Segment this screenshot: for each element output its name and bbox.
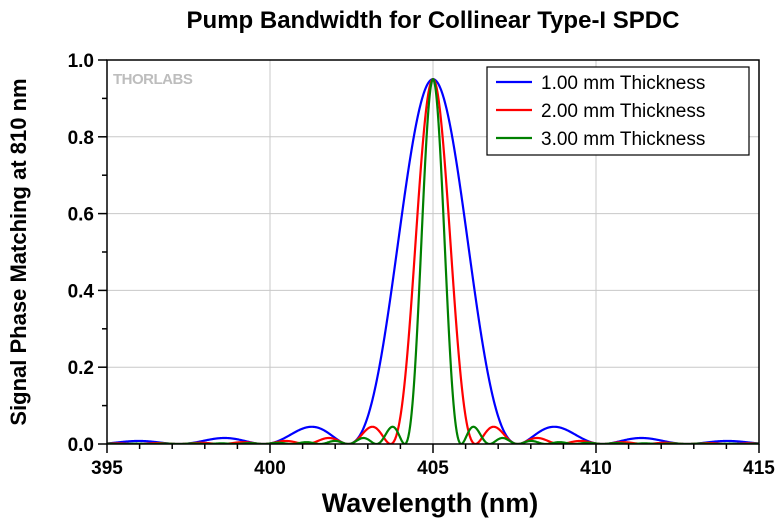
chart-title: Pump Bandwidth for Collinear Type-I SPDC xyxy=(187,7,680,34)
y-tick-label: 0.8 xyxy=(68,128,94,149)
y-tick-label: 0.0 xyxy=(68,435,94,456)
x-tick-label: 400 xyxy=(254,458,286,479)
legend-label: 2.00 mm Thickness xyxy=(541,101,705,122)
x-tick-label: 410 xyxy=(580,458,612,479)
x-tick-label: 395 xyxy=(91,458,123,479)
y-tick-labels: 0.0 0.2 0.4 0.6 0.8 1.0 xyxy=(68,51,95,456)
axis-ticks xyxy=(98,59,760,453)
y-tick-label: 1.0 xyxy=(68,51,94,72)
y-tick-label: 0.2 xyxy=(68,358,94,379)
x-tick-label: 405 xyxy=(417,458,449,479)
y-tick-label: 0.6 xyxy=(68,205,94,226)
x-tick-labels: 395 400 405 410 415 xyxy=(91,458,775,479)
legend: 1.00 mm Thickness 2.00 mm Thickness 3.00 m… xyxy=(486,66,750,156)
y-tick-label: 0.4 xyxy=(68,281,95,302)
x-tick-label: 415 xyxy=(743,458,775,479)
thorlabs-watermark: THORLABS xyxy=(113,71,193,88)
y-axis-label: Signal Phase Matching at 810 nm xyxy=(6,78,31,425)
legend-label: 3.00 mm Thickness xyxy=(541,129,705,150)
x-axis-label: Wavelength (nm) xyxy=(322,488,539,518)
legend-label: 1.00 mm Thickness xyxy=(541,73,705,94)
